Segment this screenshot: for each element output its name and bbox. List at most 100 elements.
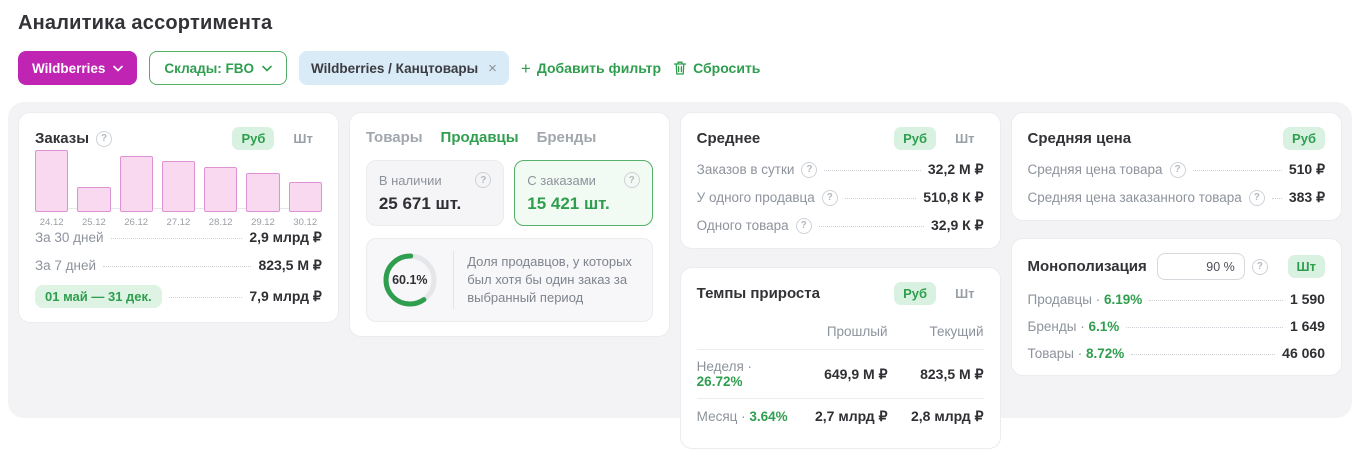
in-stock-value: 25 671 шт. bbox=[379, 194, 491, 214]
in-stock-label: В наличии bbox=[379, 173, 442, 188]
dotted-leader bbox=[1272, 198, 1282, 199]
stat-value: 32,9 К ₽ bbox=[931, 217, 983, 234]
threshold-input[interactable] bbox=[1157, 253, 1245, 280]
stat-value: 383 ₽ bbox=[1289, 189, 1325, 206]
tab-products[interactable]: Товары bbox=[366, 129, 423, 146]
growth-card-title: Темпы прироста bbox=[697, 285, 820, 302]
bar-column: 29.12 bbox=[246, 173, 279, 228]
prev-value: 649,9 М ₽ bbox=[796, 366, 888, 383]
stat-label: За 7 дней bbox=[35, 258, 96, 273]
bar-label: 30.12 bbox=[289, 217, 322, 228]
bar bbox=[246, 173, 279, 212]
bar-column: 30.12 bbox=[289, 182, 322, 228]
page-title: Аналитика ассортимента bbox=[18, 12, 1342, 35]
bar bbox=[162, 161, 195, 212]
unit-pcs-toggle[interactable]: Шт bbox=[946, 127, 983, 150]
bar bbox=[120, 156, 153, 212]
bar bbox=[289, 182, 322, 212]
column-header-curr: Текущий bbox=[888, 324, 984, 339]
orders-unit-toggle: Руб Шт bbox=[232, 127, 321, 150]
growth-table: Прошлый Текущий Неделя · 26.72% 649,9 М … bbox=[697, 315, 984, 434]
stat-label: За 30 дней bbox=[35, 230, 104, 245]
help-icon[interactable]: ? bbox=[1252, 259, 1268, 275]
unit-pcs-toggle[interactable]: Шт bbox=[946, 282, 983, 305]
help-icon[interactable]: ? bbox=[1249, 190, 1265, 206]
tab-brands[interactable]: Бренды bbox=[537, 129, 597, 146]
sellers-share-box: 60.1% Доля продавцов, у которых был хотя… bbox=[366, 238, 653, 322]
dotted-leader bbox=[169, 297, 243, 298]
warehouse-label: Склады: FBO bbox=[164, 61, 254, 76]
help-icon[interactable]: ? bbox=[475, 172, 491, 188]
average-card-title: Среднее bbox=[697, 130, 761, 147]
unit-rub-toggle[interactable]: Руб bbox=[894, 127, 936, 150]
warehouse-dropdown-button[interactable]: Склады: FBO bbox=[149, 51, 287, 85]
stat-value: 823,5 М ₽ bbox=[258, 257, 321, 274]
stat-label: У одного продавца? bbox=[697, 190, 838, 206]
unit-pcs-toggle[interactable]: Шт bbox=[1288, 255, 1325, 278]
add-filter-button[interactable]: + Добавить фильтр bbox=[521, 60, 661, 77]
unit-pcs-toggle[interactable]: Шт bbox=[284, 127, 321, 150]
stat-row: Средняя цена товара? 510 ₽ bbox=[1028, 161, 1325, 178]
bar-column: 25.12 bbox=[77, 187, 110, 228]
growth-unit-toggle: Руб Шт bbox=[894, 282, 983, 305]
prev-value: 2,7 млрд ₽ bbox=[796, 408, 888, 425]
help-icon[interactable]: ? bbox=[801, 162, 817, 178]
bar-label: 28.12 bbox=[204, 217, 237, 228]
average-unit-toggle: Руб Шт bbox=[894, 127, 983, 150]
help-icon[interactable]: ? bbox=[96, 131, 112, 147]
reset-filters-button[interactable]: Сбросить bbox=[673, 60, 760, 76]
dotted-leader bbox=[1131, 354, 1275, 355]
curr-value: 2,8 млрд ₽ bbox=[888, 408, 984, 425]
category-filter-chip[interactable]: Wildberries / Канцтовары × bbox=[299, 51, 509, 85]
dotted-leader bbox=[103, 266, 251, 267]
stat-value: 1 590 bbox=[1290, 291, 1325, 307]
table-row: Месяц · 3.64% 2,7 млрд ₽ 2,8 млрд ₽ bbox=[697, 398, 984, 434]
dotted-leader bbox=[1149, 300, 1283, 301]
bar-label: 29.12 bbox=[246, 217, 279, 228]
with-orders-value: 15 421 шт. bbox=[527, 194, 639, 214]
unit-rub-toggle[interactable]: Руб bbox=[894, 282, 936, 305]
help-icon[interactable]: ? bbox=[1170, 162, 1186, 178]
stat-value: 1 649 bbox=[1290, 318, 1325, 334]
category-chip-label: Wildberries / Канцтовары bbox=[311, 61, 478, 76]
with-orders-box[interactable]: С заказами ? 15 421 шт. bbox=[514, 160, 652, 226]
unit-rub-toggle[interactable]: Руб bbox=[232, 127, 274, 150]
date-range-pill[interactable]: 01 май — 31 дек. bbox=[35, 285, 162, 308]
table-row: Неделя · 26.72% 649,9 М ₽ 823,5 М ₽ bbox=[697, 349, 984, 398]
stat-label: Средняя цена заказанного товара? bbox=[1028, 190, 1265, 206]
stat-row: Заказов в сутки? 32,2 М ₽ bbox=[697, 161, 984, 178]
stat-row: За 7 дней 823,5 М ₽ bbox=[35, 257, 322, 274]
chevron-down-icon bbox=[113, 65, 123, 72]
stat-row: Товары · 8.72% 46 060 bbox=[1028, 345, 1325, 361]
dotted-leader bbox=[1126, 327, 1283, 328]
mono-percent: 6.1% bbox=[1088, 319, 1119, 334]
chevron-down-icon bbox=[262, 65, 272, 72]
tab-sellers[interactable]: Продавцы bbox=[441, 129, 519, 146]
avg-price-card: Средняя цена Руб Средняя цена товара? 51… bbox=[1011, 112, 1342, 221]
close-icon[interactable]: × bbox=[488, 60, 497, 77]
filter-bar: Wildberries Склады: FBO Wildberries / Ка… bbox=[18, 51, 1342, 85]
bar-label: 26.12 bbox=[120, 217, 153, 228]
stat-value: 2,9 млрд ₽ bbox=[249, 229, 322, 246]
stat-value: 32,2 М ₽ bbox=[928, 161, 984, 178]
unit-rub-toggle[interactable]: Руб bbox=[1283, 127, 1325, 150]
average-card: Среднее Руб Шт Заказов в сутки? 32,2 М ₽… bbox=[680, 112, 1001, 249]
dotted-leader bbox=[824, 170, 920, 171]
bar-label: 24.12 bbox=[35, 217, 68, 228]
stat-value: 7,9 млрд ₽ bbox=[249, 288, 322, 305]
stat-row: У одного продавца? 510,8 К ₽ bbox=[697, 189, 984, 206]
stat-row: Продавцы · 6.19% 1 590 bbox=[1028, 291, 1325, 307]
help-icon[interactable]: ? bbox=[796, 218, 812, 234]
in-stock-box[interactable]: В наличии ? 25 671 шт. bbox=[366, 160, 504, 226]
stat-row: За 30 дней 2,9 млрд ₽ bbox=[35, 229, 322, 246]
stat-label: Заказов в сутки? bbox=[697, 162, 818, 178]
marketplace-dropdown-button[interactable]: Wildberries bbox=[18, 51, 137, 85]
share-percent: 60.1% bbox=[381, 251, 439, 309]
help-icon[interactable]: ? bbox=[624, 172, 640, 188]
orders-card-title: Заказы bbox=[35, 130, 89, 147]
bar bbox=[77, 187, 110, 212]
stat-value: 510 ₽ bbox=[1289, 161, 1325, 178]
help-icon[interactable]: ? bbox=[822, 190, 838, 206]
